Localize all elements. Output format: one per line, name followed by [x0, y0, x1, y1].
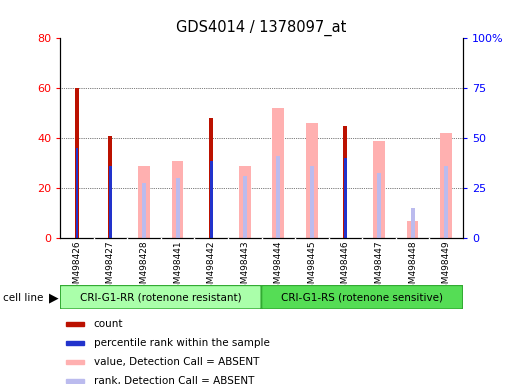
Bar: [344, 158, 347, 238]
Text: GSM498441: GSM498441: [173, 240, 182, 295]
Text: GSM498445: GSM498445: [308, 240, 316, 295]
Bar: [76, 148, 78, 238]
Bar: [306, 123, 317, 238]
Bar: [209, 118, 213, 238]
Text: GSM498428: GSM498428: [140, 240, 149, 295]
Bar: [239, 166, 251, 238]
Bar: [66, 322, 84, 326]
Text: percentile rank within the sample: percentile rank within the sample: [94, 338, 269, 348]
FancyBboxPatch shape: [60, 285, 262, 309]
Bar: [66, 379, 84, 383]
Bar: [138, 166, 150, 238]
Text: ▶: ▶: [49, 291, 58, 304]
Bar: [377, 173, 381, 238]
Bar: [66, 341, 84, 345]
Bar: [66, 360, 84, 364]
Text: GSM498448: GSM498448: [408, 240, 417, 295]
Bar: [108, 136, 112, 238]
Text: GSM498447: GSM498447: [374, 240, 383, 295]
Text: cell line: cell line: [3, 293, 43, 303]
Bar: [373, 141, 385, 238]
Text: value, Detection Call = ABSENT: value, Detection Call = ABSENT: [94, 357, 259, 367]
Bar: [440, 133, 452, 238]
Bar: [407, 220, 418, 238]
Text: GSM498444: GSM498444: [274, 240, 283, 295]
Bar: [411, 208, 415, 238]
Bar: [272, 108, 284, 238]
Bar: [172, 161, 184, 238]
Title: GDS4014 / 1378097_at: GDS4014 / 1378097_at: [176, 20, 347, 36]
Text: GSM498443: GSM498443: [240, 240, 249, 295]
Bar: [75, 88, 79, 238]
Text: GSM498442: GSM498442: [207, 240, 215, 295]
Text: GSM498426: GSM498426: [72, 240, 82, 295]
Text: GSM498427: GSM498427: [106, 240, 115, 295]
Text: GSM498449: GSM498449: [441, 240, 451, 295]
Bar: [109, 166, 112, 238]
Text: count: count: [94, 319, 123, 329]
Bar: [210, 161, 212, 238]
Bar: [142, 183, 146, 238]
Bar: [344, 126, 347, 238]
Text: GSM498446: GSM498446: [341, 240, 350, 295]
Bar: [444, 166, 448, 238]
Text: rank, Detection Call = ABSENT: rank, Detection Call = ABSENT: [94, 376, 254, 384]
Text: CRI-G1-RR (rotenone resistant): CRI-G1-RR (rotenone resistant): [80, 292, 242, 302]
Bar: [310, 166, 314, 238]
Bar: [176, 178, 179, 238]
Bar: [276, 156, 280, 238]
FancyBboxPatch shape: [262, 285, 463, 309]
Text: CRI-G1-RS (rotenone sensitive): CRI-G1-RS (rotenone sensitive): [281, 292, 443, 302]
Bar: [243, 176, 247, 238]
